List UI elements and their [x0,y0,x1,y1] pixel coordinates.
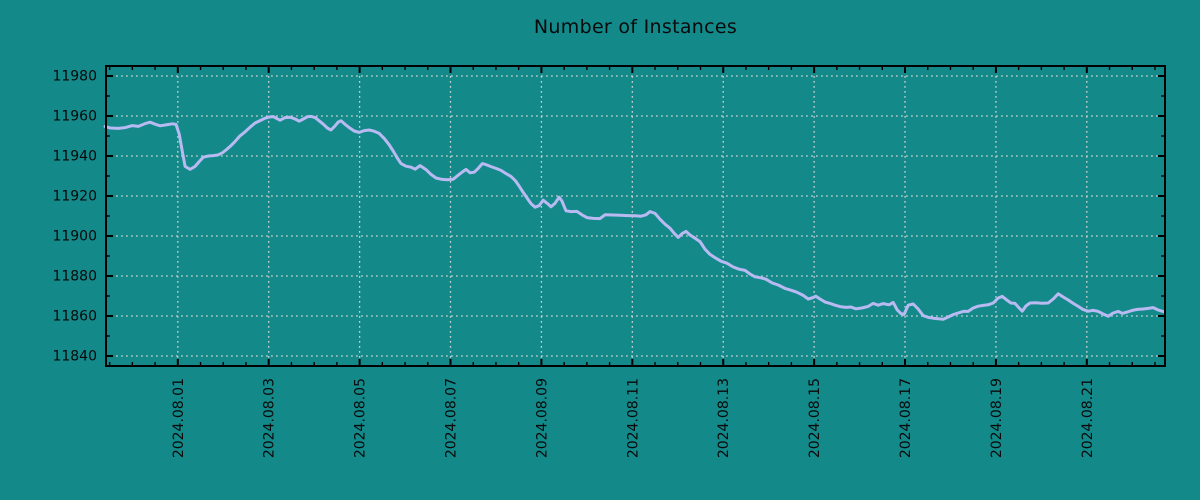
x-tick-labels: 2024.08.01 2024.08.03 2024.08.05 2024.08.07… [171,378,1096,458]
grid-lines [106,66,1165,366]
y-tick-label: 11900 [52,229,97,245]
y-tick-labels: 11840 11860 11880 11900 11920 11940 11960 11980 [52,69,97,365]
plot-border [105,65,1166,367]
y-tick-label: 11920 [52,189,97,205]
y-tick-label: 11960 [52,109,97,125]
x-tick-label: 2024.08.15 [807,378,823,458]
x-tick-label: 2024.08.21 [1080,378,1096,458]
x-tick-label: 2024.08.17 [898,378,914,458]
x-tick-label: 2024.08.03 [262,378,278,458]
chart-title: Number of Instances [533,16,738,38]
x-tick-label: 2024.08.11 [625,378,641,458]
y-tick-label: 11940 [52,149,97,165]
y-tick-label: 11880 [52,269,97,285]
series-line [103,114,1165,321]
x-tick-label: 2024.08.13 [716,378,732,458]
x-tick-label: 2024.08.05 [353,378,369,458]
y-tick-label: 11860 [52,309,97,325]
x-tick-label: 2024.08.19 [989,378,1005,458]
y-tick-label: 11840 [52,349,97,365]
x-tick-label: 2024.08.09 [534,378,550,458]
x-tick-label: 2024.08.01 [171,378,187,458]
y-tick-label: 11980 [52,69,97,85]
x-tick-label: 2024.08.07 [444,378,460,458]
